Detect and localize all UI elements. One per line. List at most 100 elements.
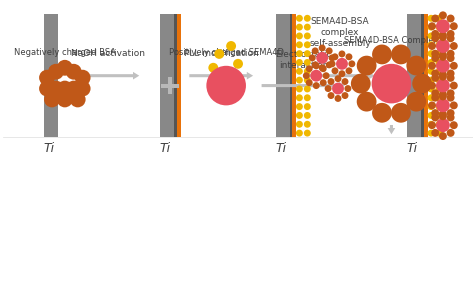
Circle shape (331, 53, 338, 60)
Circle shape (428, 130, 435, 137)
Circle shape (428, 42, 436, 50)
Circle shape (436, 112, 442, 119)
Circle shape (335, 75, 341, 82)
Circle shape (304, 86, 311, 92)
Circle shape (296, 130, 303, 137)
Circle shape (447, 70, 455, 78)
Circle shape (226, 41, 236, 51)
Circle shape (304, 24, 311, 30)
Circle shape (450, 62, 458, 70)
Circle shape (439, 132, 447, 140)
Circle shape (428, 112, 435, 119)
Circle shape (406, 92, 426, 111)
Circle shape (428, 86, 435, 92)
Circle shape (447, 113, 455, 121)
Circle shape (439, 33, 447, 41)
Circle shape (447, 54, 455, 62)
Bar (161, 84, 179, 87)
Circle shape (391, 44, 411, 64)
Circle shape (44, 91, 60, 107)
Bar (173, 14, 177, 137)
Circle shape (346, 67, 353, 74)
Circle shape (39, 70, 55, 86)
Circle shape (331, 67, 338, 74)
Circle shape (439, 53, 447, 61)
Circle shape (306, 65, 313, 72)
Circle shape (428, 121, 436, 129)
Circle shape (436, 103, 442, 110)
Bar (407, 14, 421, 137)
Circle shape (39, 81, 55, 97)
Circle shape (431, 34, 439, 42)
Circle shape (431, 30, 439, 38)
Circle shape (372, 103, 392, 123)
Circle shape (328, 60, 336, 67)
Circle shape (336, 58, 348, 70)
Circle shape (439, 51, 447, 59)
Circle shape (431, 15, 439, 23)
Circle shape (431, 54, 439, 62)
Text: Ti: Ti (275, 142, 286, 155)
Circle shape (431, 109, 439, 117)
Circle shape (431, 94, 439, 102)
Circle shape (436, 24, 442, 30)
Circle shape (326, 47, 333, 54)
Circle shape (436, 86, 442, 92)
Circle shape (328, 92, 335, 99)
Circle shape (428, 22, 436, 30)
Circle shape (431, 129, 439, 137)
Circle shape (214, 49, 224, 59)
Circle shape (75, 81, 91, 97)
Circle shape (296, 86, 303, 92)
Circle shape (75, 70, 91, 86)
Circle shape (328, 78, 335, 85)
Circle shape (304, 32, 311, 39)
Circle shape (338, 50, 346, 57)
Circle shape (345, 85, 351, 92)
Circle shape (206, 66, 246, 105)
Bar (177, 14, 181, 137)
Circle shape (296, 41, 303, 48)
Circle shape (296, 121, 303, 128)
Circle shape (428, 50, 435, 57)
Circle shape (436, 32, 442, 39)
Circle shape (450, 82, 458, 89)
Circle shape (428, 121, 435, 128)
Circle shape (431, 70, 439, 78)
Circle shape (439, 93, 447, 100)
Circle shape (296, 59, 303, 66)
Circle shape (319, 64, 326, 71)
Text: Positively charged SEMA4D: Positively charged SEMA4D (169, 48, 283, 57)
Circle shape (220, 71, 230, 81)
Circle shape (296, 15, 303, 22)
Circle shape (304, 130, 311, 137)
Circle shape (304, 41, 311, 48)
Circle shape (332, 83, 344, 95)
Circle shape (450, 42, 458, 50)
Circle shape (428, 32, 435, 39)
Circle shape (436, 98, 450, 112)
Circle shape (447, 15, 455, 23)
Text: SEMA4D-BSA
complex
self-assembly: SEMA4D-BSA complex self-assembly (309, 17, 371, 48)
Text: Negatively charged BSA: Negatively charged BSA (14, 48, 116, 57)
Text: Ti: Ti (407, 142, 418, 155)
Circle shape (436, 121, 442, 128)
Circle shape (312, 61, 319, 68)
Circle shape (357, 92, 376, 111)
Circle shape (436, 39, 450, 53)
Bar (276, 14, 290, 137)
Circle shape (431, 74, 439, 82)
Circle shape (439, 110, 447, 118)
Circle shape (439, 91, 447, 98)
Circle shape (447, 74, 455, 82)
Circle shape (436, 59, 450, 73)
Circle shape (66, 81, 82, 97)
Bar (421, 14, 424, 137)
Circle shape (326, 61, 333, 68)
Text: Ti: Ti (159, 142, 170, 155)
Circle shape (323, 72, 329, 79)
Circle shape (436, 19, 450, 33)
Circle shape (450, 121, 458, 129)
Circle shape (436, 59, 442, 66)
Circle shape (428, 15, 435, 22)
